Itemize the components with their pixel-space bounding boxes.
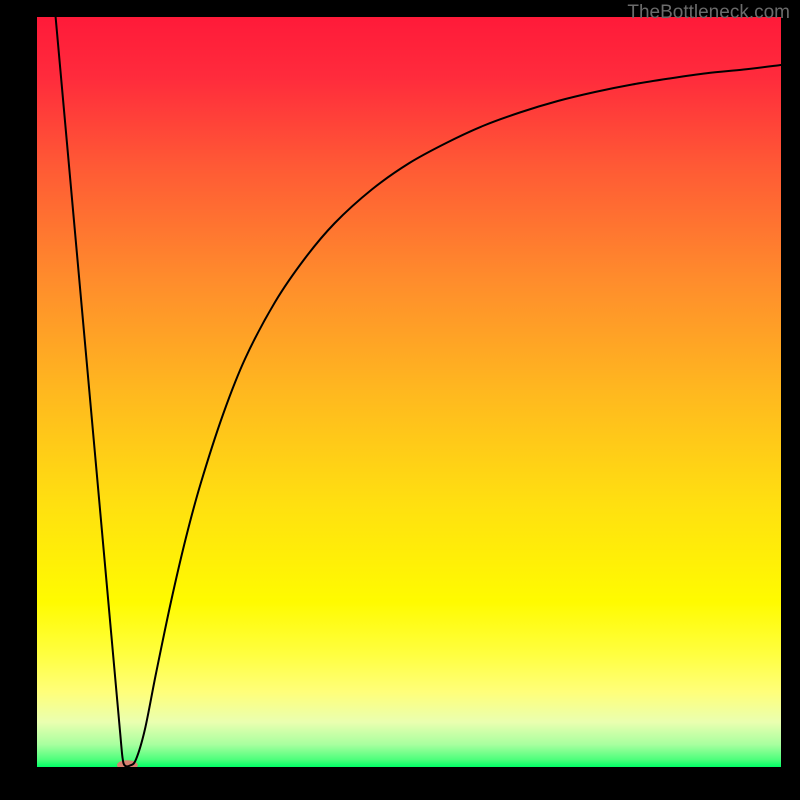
chart-container: TheBottleneck.com (0, 0, 800, 800)
chart-svg (37, 17, 781, 767)
plot-area (37, 17, 781, 767)
attribution-label: TheBottleneck.com (627, 2, 790, 24)
gradient-background (37, 17, 781, 767)
